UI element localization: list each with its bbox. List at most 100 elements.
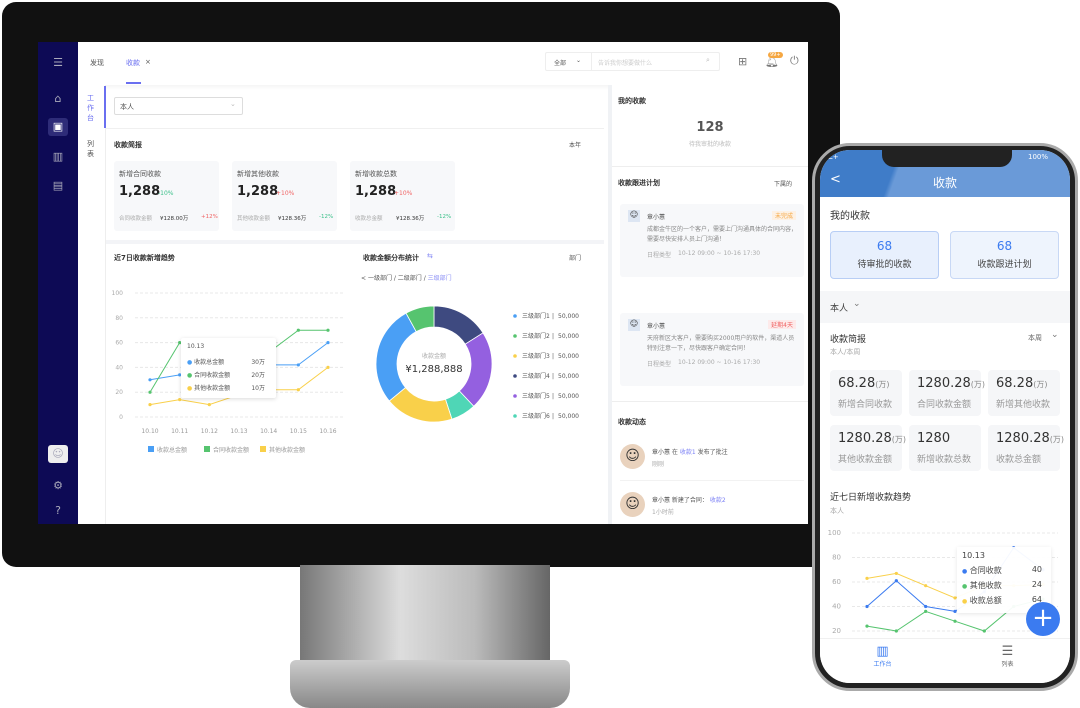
department-select[interactable]: 部门 xyxy=(569,255,582,262)
notification-badge: 99+ xyxy=(768,52,783,58)
divider xyxy=(106,240,604,244)
help-icon[interactable]: ? xyxy=(55,504,61,517)
search-scope-select[interactable]: 全部 xyxy=(554,60,567,67)
activity-text: 章小蕙 新建了合同： xyxy=(652,497,710,504)
nav-workbench[interactable]: ▥ 工作台 xyxy=(860,644,905,668)
subnav-workbench[interactable]: 工作台 xyxy=(87,94,94,122)
bar-chart-icon[interactable]: ▥ xyxy=(52,150,64,163)
plan-filter-select[interactable]: 下属的 xyxy=(774,181,793,188)
plan-type: 日程类型 xyxy=(647,252,672,259)
chevron-down-icon: ⌄ xyxy=(230,100,236,108)
switch-icon[interactable]: ⇆ xyxy=(427,252,433,260)
data-point xyxy=(178,341,182,345)
card-label: 收款跟进计划 xyxy=(977,260,1032,270)
mobile-brief-card[interactable]: 68.28(万) 新增合同收款 xyxy=(830,370,902,416)
activity-link[interactable]: 收款2 xyxy=(709,497,726,504)
avatar[interactable]: ☺ xyxy=(48,445,68,463)
mobile-brief-card[interactable]: 1280.28(万) 其他收款金额 xyxy=(830,425,906,471)
pie-slice xyxy=(375,312,417,402)
menu-icon[interactable]: ☰ xyxy=(53,56,63,69)
follow-plan-card[interactable]: 68 收款跟进计划 xyxy=(950,231,1059,279)
legend-dot: ● xyxy=(187,359,193,366)
y-tick-label: 40 xyxy=(115,364,123,371)
mobile-brief-card[interactable]: 1280 新增收款总数 xyxy=(909,425,981,471)
legend-label: 三级部门1 xyxy=(522,312,550,320)
y-tick-label: 20 xyxy=(115,389,123,396)
legend-label: 三级部门4 xyxy=(522,372,550,380)
home-icon[interactable]: ⌂ xyxy=(54,92,62,105)
bell-icon[interactable]: 🔔︎ xyxy=(765,55,779,68)
plan-time: 10-12 09:00 ~ 10-16 17:30 xyxy=(678,250,761,257)
my-receipts-title: 我的收款 xyxy=(830,211,870,222)
search-icon[interactable]: ⌕ xyxy=(706,56,710,64)
pie-slice xyxy=(458,332,493,407)
owner-select[interactable]: 本人 ⌄ xyxy=(114,97,243,115)
nav-list[interactable]: ☰ 列表 xyxy=(985,644,1030,668)
pending-approval-card[interactable]: 68 待审批的收款 xyxy=(830,231,939,279)
activity-link[interactable]: 收款1 xyxy=(679,449,696,456)
period-select[interactable]: 本周 xyxy=(1028,334,1042,342)
pie-center-label: 收款金额 xyxy=(422,352,446,360)
card-title: 新增其他收款 xyxy=(237,170,279,178)
card-sub-label: 合同收款金额 xyxy=(119,216,153,222)
filter-bar[interactable]: 本人 ⌄ xyxy=(820,291,1070,323)
pending-count[interactable]: 128 xyxy=(696,120,724,135)
nav-label: 工作台 xyxy=(873,661,892,668)
period-select[interactable]: 本年 xyxy=(569,142,582,149)
tooltip-value: 24 xyxy=(1031,580,1042,589)
gear-icon[interactable]: ⚙ xyxy=(53,479,63,492)
active-indicator xyxy=(104,86,106,128)
card-label: 收款总金额 xyxy=(996,455,1042,465)
briefcase-icon[interactable]: ▤ xyxy=(52,179,64,192)
plan-item[interactable]: ☺ 章小蕙 延期4天 天府新区大客户，需要购买2000用户的软件，渠道人员特别注… xyxy=(620,313,804,386)
card-label: 新增收款总数 xyxy=(917,455,972,465)
tab-receipts[interactable]: 收款 xyxy=(126,59,140,67)
plan-item[interactable]: ☺ 章小蕙 未完成 成都金牛区的一个客户，需要上门沟通具体的合同内容，需要尽快安… xyxy=(620,204,804,277)
card-unit: (万) xyxy=(875,380,890,389)
brief-card[interactable]: 新增其他收款 1,288 +10% 其他收款金额 ¥128.36万 -12% xyxy=(232,161,337,231)
close-tab-icon[interactable]: × xyxy=(145,58,151,66)
tab-discover[interactable]: 发现 xyxy=(90,59,104,67)
plan-owner: 章小蕙 xyxy=(647,214,666,221)
data-point xyxy=(865,624,869,628)
dashboard-icon[interactable]: ▣ xyxy=(48,118,68,136)
chevron-down-icon: ⌄ xyxy=(1051,330,1059,340)
notch xyxy=(882,150,1012,167)
y-tick-label: 60 xyxy=(832,578,841,586)
card-value: 1,288 xyxy=(355,184,397,199)
back-icon[interactable]: < xyxy=(361,275,368,282)
data-point xyxy=(207,403,211,407)
brief-card[interactable]: 新增收款总数 1,288 +10% 收款总金额 ¥128.36万 -12% xyxy=(350,161,455,231)
legend-label: 其他收款金额 xyxy=(269,446,305,454)
tooltip-value: 10万 xyxy=(251,385,265,392)
card-unit: (万) xyxy=(970,380,986,389)
y-tick-label: 80 xyxy=(832,554,841,562)
legend-label: 三级部门2 xyxy=(522,332,550,340)
card-change: +10% xyxy=(394,190,413,197)
fab-add-button[interactable]: + xyxy=(1026,602,1060,636)
subnav-list[interactable]: 列表 xyxy=(87,140,94,158)
breadcrumb-level2[interactable]: 二级部门 xyxy=(397,275,422,282)
brief-card[interactable]: 新增合同收款 1,288 -10% 合同收款金额 ¥128.00万 +12% xyxy=(114,161,219,231)
legend-separator: | xyxy=(552,373,554,380)
mobile-brief-card[interactable]: 68.28(万) 新增其他收款 xyxy=(988,370,1060,416)
data-point xyxy=(178,398,182,402)
dashboard-icon: ▥ xyxy=(876,644,889,659)
data-point xyxy=(982,629,986,633)
owner-select-value: 本人 xyxy=(120,103,134,111)
bottom-nav: ▥ 工作台 ☰ 列表 xyxy=(820,638,1070,683)
breadcrumb-level3[interactable]: 三级部门 xyxy=(427,275,452,282)
power-icon[interactable]: ⏻ xyxy=(790,54,799,67)
search-input[interactable]: 告诉我你想要做什么 xyxy=(598,60,653,67)
tooltip-label: 合同收款金额 xyxy=(194,372,231,379)
data-point xyxy=(296,328,300,332)
tooltip-row: ● 合同收款 40 xyxy=(962,565,1046,576)
back-button[interactable]: < xyxy=(830,172,841,187)
legend-dot xyxy=(513,394,517,398)
my-receipts-title: 我的收款 xyxy=(618,97,646,105)
mobile-brief-card[interactable]: 1280.28(万) 收款总金额 xyxy=(988,425,1064,471)
breadcrumb-level1[interactable]: 一级部门 xyxy=(367,275,392,282)
mobile-brief-card[interactable]: 1280.28(万) 合同收款金额 xyxy=(909,370,985,416)
card-unit: (万) xyxy=(1049,435,1065,444)
apps-grid-icon[interactable]: ⊞ xyxy=(738,55,748,68)
